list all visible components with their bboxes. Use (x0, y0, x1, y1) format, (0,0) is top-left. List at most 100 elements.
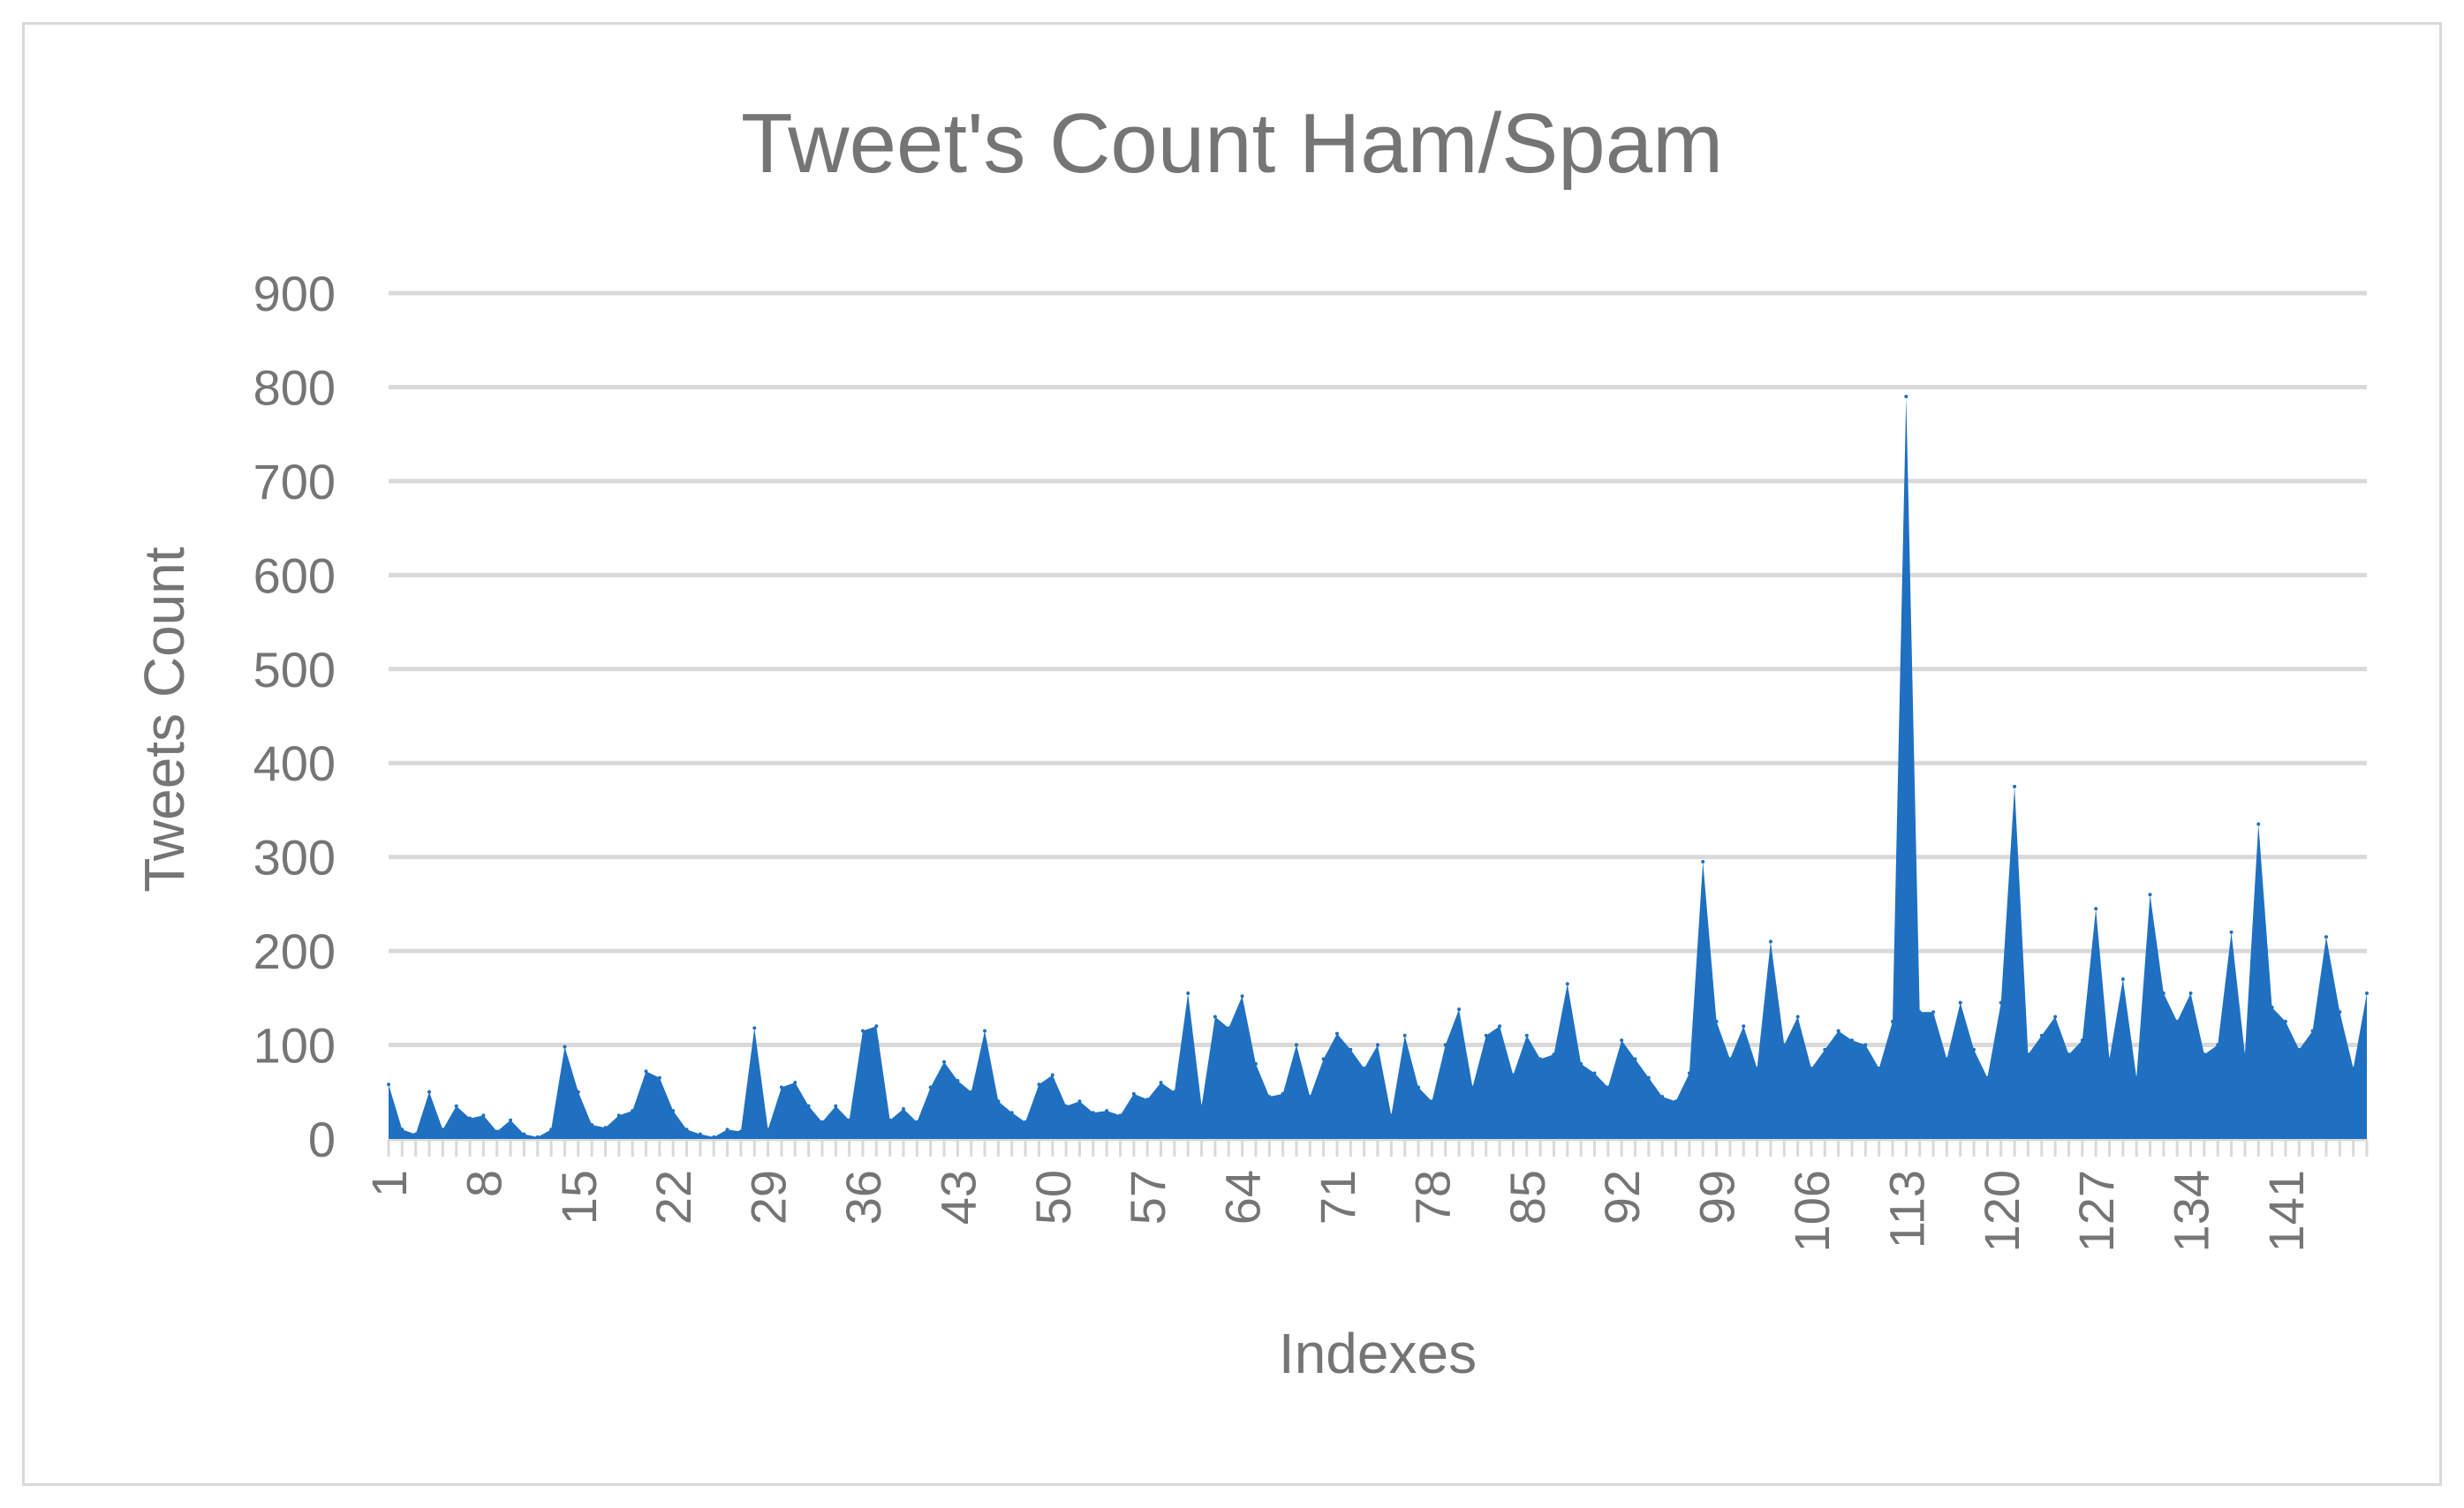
data-point-49 (1037, 1082, 1041, 1087)
data-point-125 (2067, 1052, 2071, 1057)
data-point-20 (644, 1069, 648, 1074)
data-point-35 (847, 1118, 851, 1122)
x-tick-label: 29 (741, 1170, 797, 1225)
data-point-69 (1308, 1095, 1312, 1099)
x-tick-label: 113 (1878, 1170, 1934, 1248)
data-point-138 (2242, 1052, 2247, 1057)
data-point-108 (1836, 1029, 1840, 1033)
data-point-89 (1579, 1061, 1583, 1066)
data-point-32 (806, 1104, 811, 1108)
data-point-43 (956, 1079, 960, 1083)
data-point-27 (738, 1129, 743, 1134)
data-point-112 (1891, 1019, 1895, 1023)
x-tick-label: 106 (1784, 1170, 1840, 1252)
data-point-33 (820, 1120, 824, 1124)
x-tick-label: 22 (646, 1170, 701, 1225)
data-point-87 (1552, 1052, 1556, 1057)
data-point-29 (766, 1127, 770, 1132)
data-point-135 (2202, 1052, 2206, 1057)
data-point-38 (888, 1118, 892, 1122)
data-point-131 (2148, 893, 2152, 897)
data-point-50 (1050, 1073, 1054, 1077)
data-point-61 (1199, 1104, 1204, 1108)
data-point-83 (1498, 1024, 1502, 1029)
data-point-136 (2216, 1043, 2220, 1047)
data-point-147 (2365, 992, 2369, 996)
data-point-17 (603, 1126, 608, 1130)
data-point-95 (1660, 1095, 1665, 1099)
x-tick-label: 15 (551, 1170, 607, 1225)
data-point-13 (549, 1127, 554, 1132)
data-point-92 (1620, 1038, 1624, 1043)
data-point-105 (1795, 1014, 1800, 1019)
data-point-85 (1524, 1033, 1529, 1037)
data-point-118 (1972, 1047, 1976, 1052)
data-point-82 (1484, 1033, 1488, 1037)
x-tick-label: 92 (1594, 1170, 1650, 1225)
data-point-36 (860, 1029, 865, 1033)
data-point-23 (684, 1127, 689, 1132)
data-point-1 (387, 1082, 390, 1087)
x-tick-label: 57 (1120, 1170, 1175, 1225)
data-point-144 (2324, 935, 2328, 939)
data-point-84 (1511, 1073, 1515, 1077)
data-point-2 (400, 1127, 404, 1132)
data-point-62 (1213, 1014, 1217, 1019)
data-point-41 (928, 1085, 933, 1090)
data-point-137 (2229, 930, 2233, 934)
data-point-134 (2188, 992, 2193, 996)
y-tick-label: 400 (253, 735, 336, 791)
data-point-47 (1009, 1111, 1014, 1115)
data-point-46 (996, 1099, 1001, 1104)
data-point-145 (2338, 1010, 2342, 1014)
data-point-5 (441, 1127, 445, 1132)
data-point-58 (1159, 1081, 1163, 1085)
x-tick-label: 36 (835, 1170, 891, 1225)
data-point-26 (725, 1127, 729, 1132)
x-tick-label: 141 (2258, 1170, 2314, 1252)
data-point-130 (2135, 1075, 2139, 1080)
data-point-25 (712, 1135, 716, 1139)
data-point-109 (1849, 1038, 1854, 1043)
data-point-34 (834, 1104, 838, 1108)
data-point-100 (1727, 1057, 1732, 1061)
data-point-107 (1823, 1047, 1827, 1052)
data-point-10 (509, 1118, 513, 1122)
data-point-81 (1470, 1085, 1475, 1090)
data-point-74 (1376, 1043, 1379, 1047)
x-tick-label: 43 (930, 1170, 986, 1225)
x-axis-ticks: 1 8 15 22 29 36 43 50 57 64 71 78 85 92 99 106 113 120 127… (361, 1139, 2369, 1252)
data-point-103 (1768, 939, 1772, 944)
data-point-140 (2270, 1005, 2274, 1009)
data-point-146 (2351, 1067, 2355, 1071)
x-tick-label: 71 (1310, 1170, 1365, 1225)
data-point-28 (752, 1026, 757, 1030)
y-tick-label: 600 (253, 547, 336, 603)
data-point-72 (1349, 1047, 1353, 1052)
data-point-132 (2161, 992, 2165, 996)
data-point-106 (1809, 1067, 1813, 1071)
data-point-11 (522, 1132, 526, 1136)
data-point-52 (1077, 1099, 1082, 1104)
x-axis-title: Indexes (1279, 1322, 1477, 1385)
data-point-75 (1389, 1113, 1394, 1118)
data-point-114 (1917, 1010, 1922, 1014)
data-point-66 (1267, 1095, 1272, 1099)
data-point-12 (535, 1135, 540, 1139)
y-tick-label: 200 (253, 924, 336, 979)
chart-title: Tweet's Count Ham/Spam (741, 96, 1723, 191)
data-point-98 (1701, 859, 1705, 863)
data-point-6 (454, 1104, 458, 1108)
data-point-14 (563, 1044, 567, 1049)
data-point-30 (779, 1085, 783, 1090)
x-tick-label: 8 (456, 1170, 511, 1197)
data-point-19 (631, 1109, 635, 1113)
data-point-110 (1863, 1043, 1868, 1047)
data-point-18 (616, 1113, 621, 1118)
data-point-42 (942, 1059, 947, 1064)
data-point-86 (1538, 1057, 1543, 1061)
y-tick-label: 800 (253, 359, 336, 415)
area-series (389, 396, 2367, 1140)
data-point-70 (1321, 1057, 1326, 1061)
y-axis-ticks: 0 100 200 300 400 500 600 700 800 900 (253, 266, 336, 1167)
